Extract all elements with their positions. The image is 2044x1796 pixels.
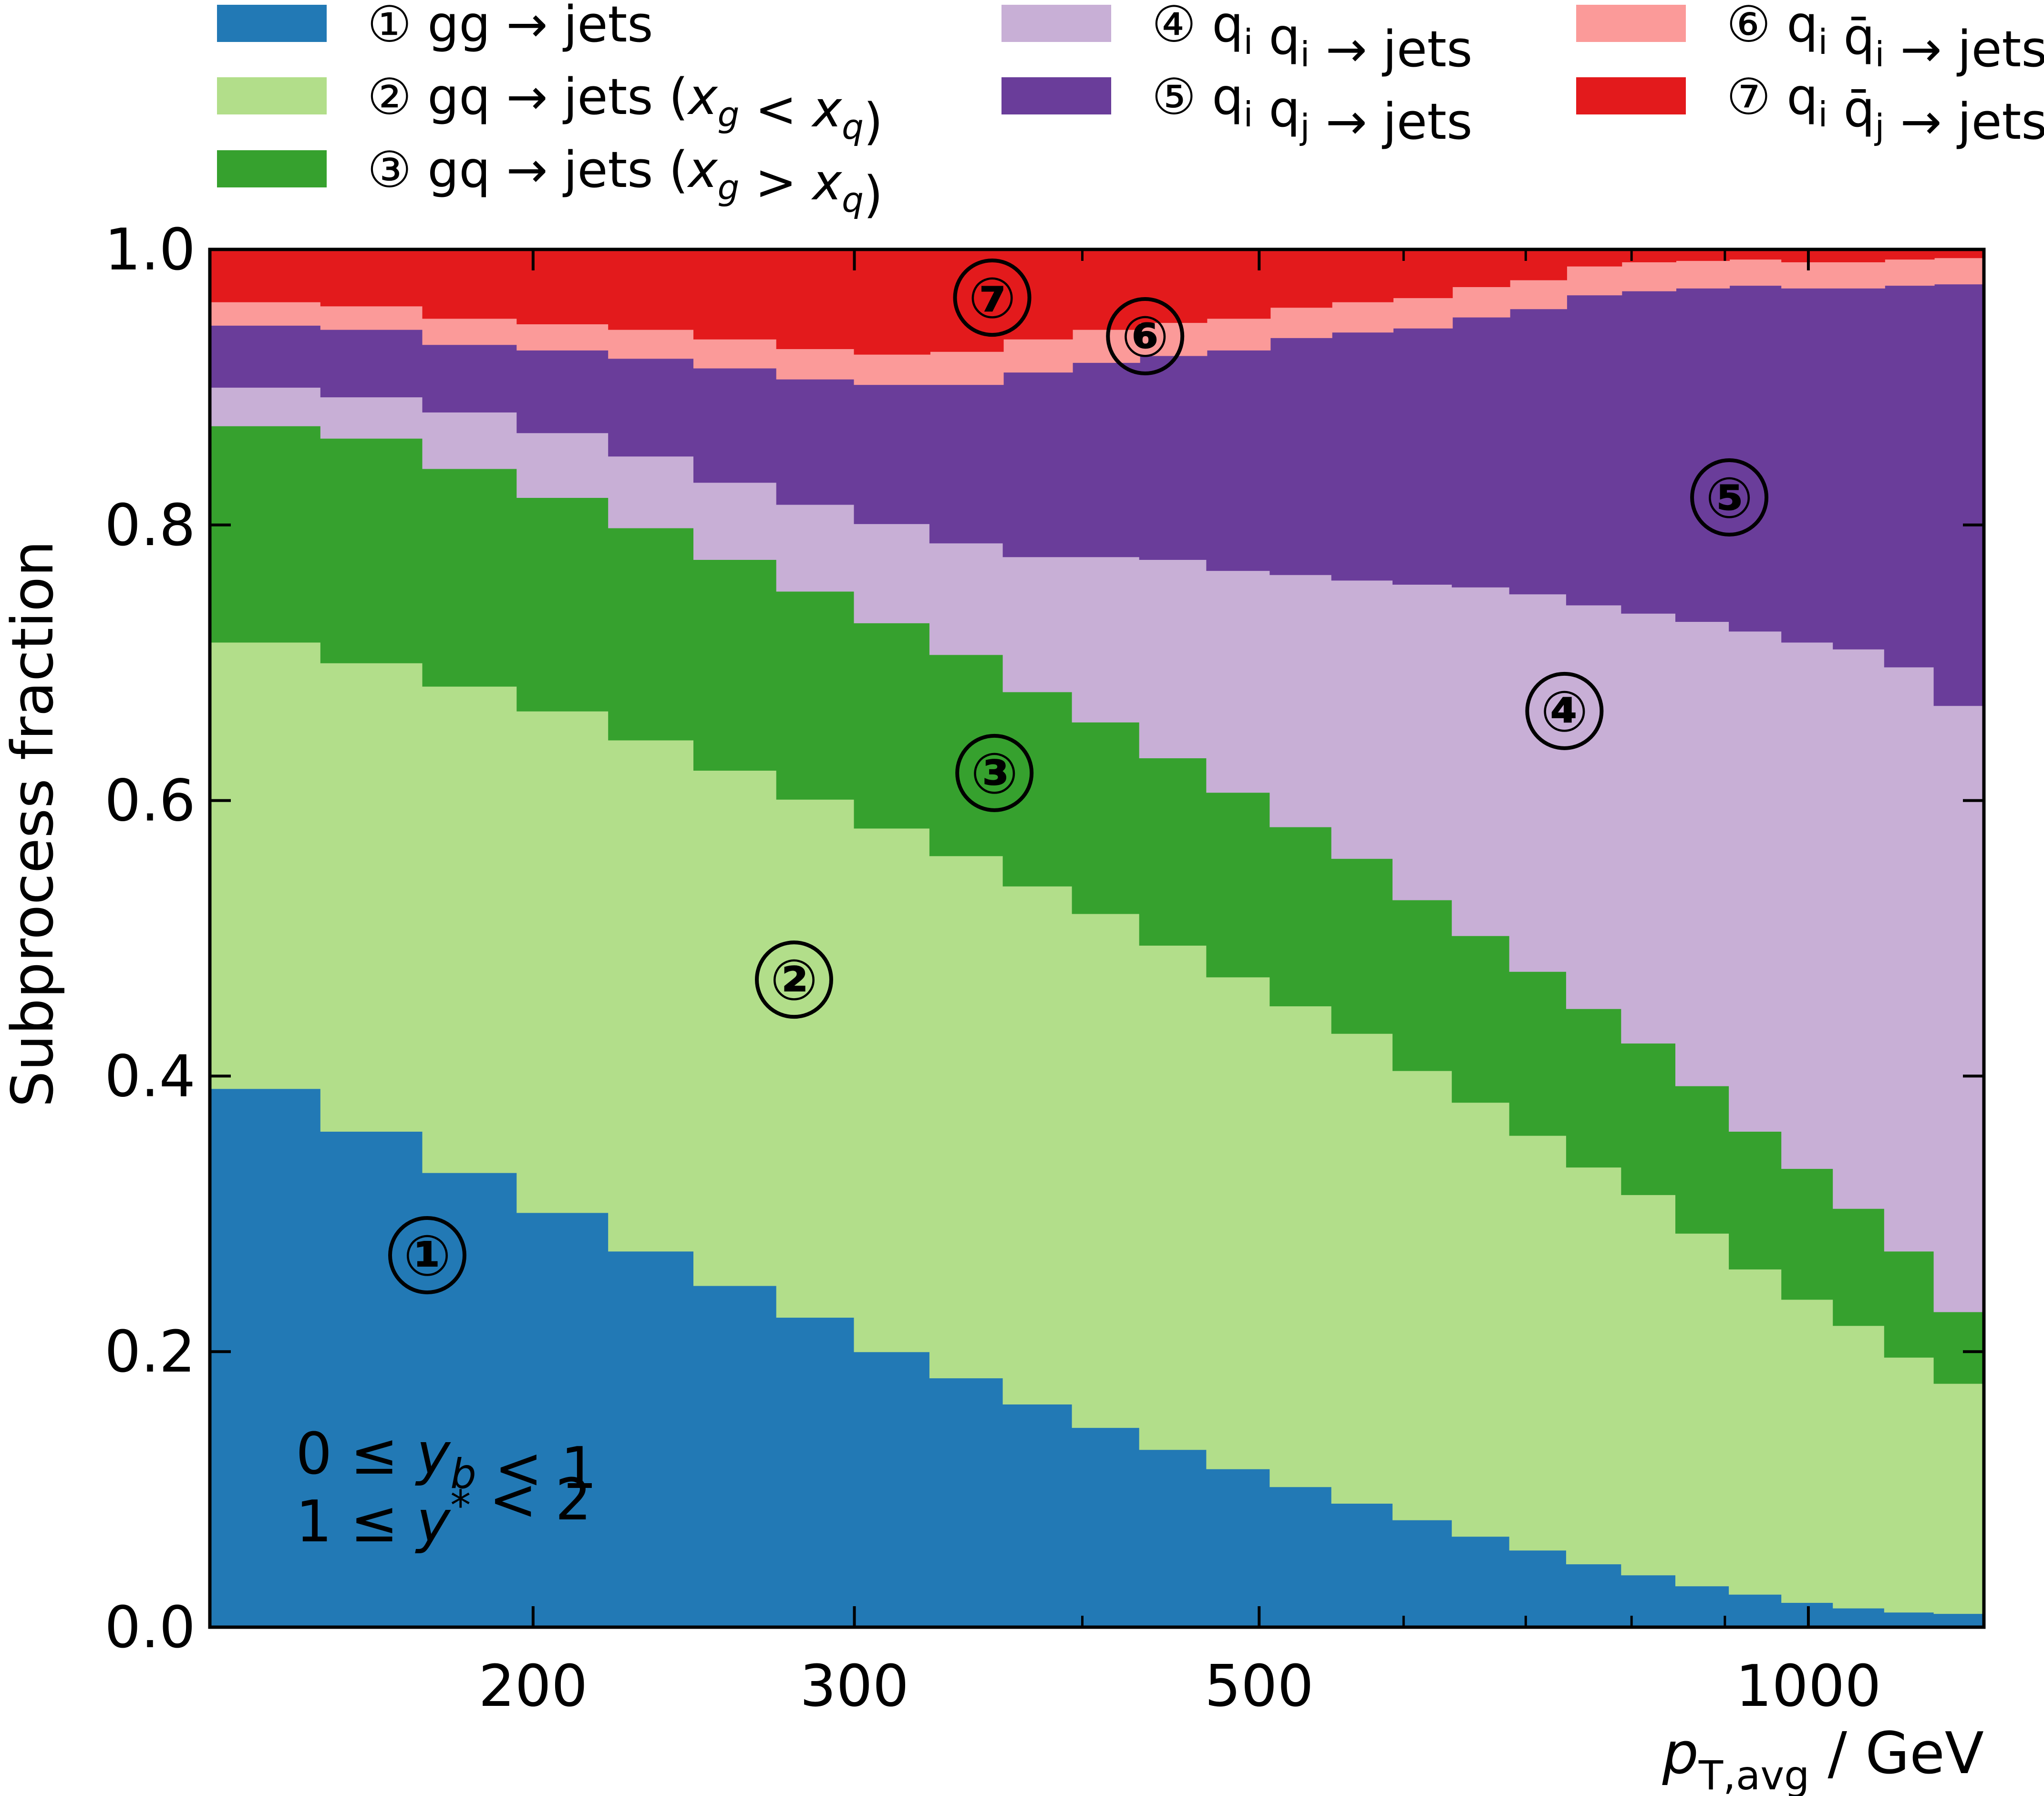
region-number: ④ [1540,679,1588,744]
legend-swatch [217,5,327,42]
cut-ystar: 1 ≤ y* < 2 [296,1467,591,1555]
region-number: ⑦ [969,265,1016,331]
region-label-2: ② [754,940,833,1019]
legend-item-5: ⑤ qi qj → jets [1001,68,1473,151]
legend-item-1: ① gg → jets [217,0,653,53]
legend-swatch [217,150,327,187]
y-tick-label: 0.8 [104,493,196,559]
legend-label: ② gq → jets (xg < xq) [367,68,883,151]
x-tick-label: 300 [800,1653,909,1720]
region-label-4: ④ [1525,671,1604,750]
y-tick-label: 0.0 [104,1595,196,1661]
region-number: ① [403,1223,451,1289]
region-number: ⑥ [1121,304,1169,370]
legend-item-6: ⑥ qi q̄i → jets [1576,0,2044,78]
legend-item-4: ④ qi qi → jets [1001,0,1473,78]
region-circle [388,1216,466,1294]
y-tick-label: 0.2 [104,1319,196,1385]
legend-swatch [1001,5,1111,42]
region-label-3: ③ [955,733,1034,812]
legend-label: ④ qi qi → jets [1152,0,1473,78]
legend-label: ⑦ qi q̄j → jets [1726,68,2044,151]
y-tick-label: 1.0 [104,217,196,283]
region-label-6: ⑥ [1106,297,1185,376]
x-tick-label: 500 [1205,1653,1314,1720]
legend-label: ① gg → jets [367,0,653,53]
legend-swatch [217,77,327,114]
legend-swatch [1576,5,1686,42]
legend-item-7: ⑦ qi q̄j → jets [1576,68,2044,151]
region-labels: ① ② ③ ④ ⑤ ⑥ ⑦ [388,258,1769,1294]
region-circle [955,733,1034,812]
y-tick-label: 0.6 [104,768,196,835]
region-label-7: ⑦ [953,258,1032,337]
region-number: ② [770,947,818,1013]
y-axis-label: Subprocess fraction [0,540,66,1107]
cut-yb: 0 ≤ yb < 1 [296,1421,597,1502]
legend-item-2: ② gq → jets (xg < xq) [217,68,883,151]
legend-swatch [1576,77,1686,114]
legend-label: ⑤ qi qj → jets [1152,68,1473,151]
x-axis-label: pT,avg / GeV [1662,1721,1984,1796]
region-circle [754,940,833,1019]
region-label-1: ① [388,1216,466,1294]
region-circle [1690,458,1769,537]
region-circle [1106,297,1185,376]
legend-item-3: ③ gq → jets (xg > xq) [217,141,883,224]
region-label-5: ⑤ [1690,458,1769,537]
cut-annotations: 0 ≤ yb < 11 ≤ y* < 2 [296,1421,597,1555]
plot-frame [208,248,1986,1629]
legend: ① gg → jets ② gq → jets (xg < xq)③ gq → j… [217,0,2044,224]
region-circle [1525,671,1604,750]
y-tick-label: 0.4 [104,1043,196,1110]
stacked-areas [209,249,1984,1628]
region-circle [953,258,1032,337]
x-tick-label: 200 [478,1653,588,1720]
region-number: ⑤ [1705,465,1753,531]
x-tick-label: 1000 [1735,1653,1881,1720]
legend-swatch [1001,77,1111,114]
legend-label: ⑥ qi q̄i → jets [1726,0,2044,78]
region-number: ③ [970,741,1018,806]
legend-label: ③ gq → jets (xg > xq) [367,141,883,224]
